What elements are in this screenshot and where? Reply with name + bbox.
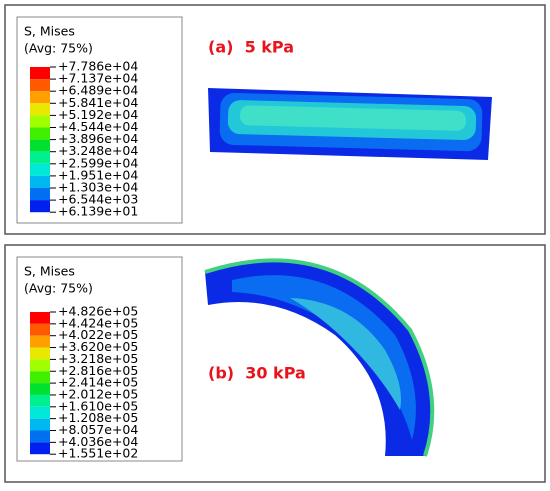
color-swatch xyxy=(30,188,50,201)
legend-label: +3.620e+05 xyxy=(58,339,138,354)
color-swatch xyxy=(30,347,50,360)
legend-subtitle: (Avg: 75%) xyxy=(24,41,93,56)
model-b xyxy=(204,258,435,457)
legend-label: +3.218e+05 xyxy=(58,351,138,366)
color-swatch xyxy=(30,430,50,443)
caption: (b) 30 kPa xyxy=(208,364,306,383)
legend-label: +7.786e+04 xyxy=(58,59,138,74)
legend-label: +6.544e+03 xyxy=(58,192,138,207)
legend-label: +7.137e+04 xyxy=(58,71,138,86)
legend-label: +4.826e+05 xyxy=(58,304,138,319)
legend-subtitle: (Avg: 75%) xyxy=(24,281,93,296)
legend-label: +4.022e+05 xyxy=(58,327,138,342)
legend-label: +2.414e+05 xyxy=(58,375,138,390)
legend-title: S, Mises xyxy=(24,264,75,279)
color-swatch xyxy=(30,67,50,80)
color-swatch xyxy=(30,312,50,324)
legend-label: +4.424e+05 xyxy=(58,315,138,330)
color-swatch xyxy=(30,200,50,213)
model-a xyxy=(208,88,492,160)
legend-label: +4.544e+04 xyxy=(58,119,138,134)
legend-label: +2.012e+05 xyxy=(58,386,138,401)
caption: (a) 5 kPa xyxy=(208,38,294,57)
legend-label: +3.248e+04 xyxy=(58,143,138,158)
color-swatch xyxy=(30,406,50,419)
color-swatch xyxy=(30,91,50,104)
legend-label: +1.208e+05 xyxy=(58,410,138,425)
color-swatch xyxy=(30,371,50,384)
color-swatch xyxy=(30,175,50,188)
legend-label: +1.303e+04 xyxy=(58,180,138,195)
legend-label: +6.489e+04 xyxy=(58,83,138,98)
color-swatch xyxy=(30,418,50,431)
color-swatch xyxy=(30,335,50,348)
color-swatch xyxy=(30,115,50,128)
color-swatch xyxy=(30,103,50,116)
color-swatch xyxy=(30,127,50,140)
legend-title: S, Mises xyxy=(24,24,75,39)
color-swatch xyxy=(30,151,50,164)
legend-label: +4.036e+04 xyxy=(58,434,138,449)
color-swatch xyxy=(30,163,50,176)
color-swatch xyxy=(30,383,50,395)
color-swatch xyxy=(30,139,50,152)
legend-label: +3.896e+04 xyxy=(58,131,138,146)
legend-label: +5.841e+04 xyxy=(58,95,138,110)
legend-label: +1.951e+04 xyxy=(58,167,138,182)
legend-label: +6.139e+01 xyxy=(58,204,138,219)
legend-label: +2.599e+04 xyxy=(58,155,138,170)
color-swatch xyxy=(30,442,50,455)
legend-label: +5.192e+04 xyxy=(58,107,138,122)
legend-label: +2.816e+05 xyxy=(58,363,138,378)
color-swatch xyxy=(30,359,50,372)
color-swatch xyxy=(30,323,50,336)
legend-label: +8.057e+04 xyxy=(58,422,138,437)
color-swatch xyxy=(30,394,50,407)
legend-label: +1.551e+02 xyxy=(58,446,138,461)
legend-label: +1.610e+05 xyxy=(58,398,138,413)
color-swatch xyxy=(30,79,50,92)
